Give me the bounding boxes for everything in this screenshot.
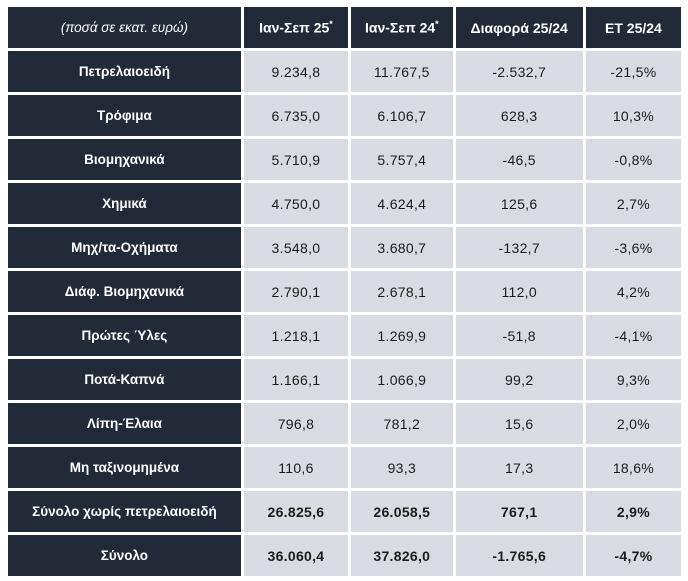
value-cell: 9,3% [585,359,681,400]
column-header: Ιαν-Σεπ 24* [351,7,453,48]
value-cell: 2.790,1 [243,271,349,312]
value-cell: 2.678,1 [351,271,453,312]
value-cell: 1.218,1 [243,315,349,356]
value-cell: 1.166,1 [243,359,349,400]
value-cell: 781,2 [351,403,453,444]
value-cell: 37.826,0 [351,535,453,576]
value-cell: 1.269,9 [351,315,453,356]
row-label: Τρόφιμα [8,95,241,136]
value-cell: 2,0% [585,403,681,444]
table-row: Διάφ. Βιομηχανικά 2.790,1 2.678,1 112,0 4,2% [8,271,681,312]
row-label: Χημικά [8,183,241,224]
value-cell: 110,6 [243,447,349,488]
value-cell: 125,6 [455,183,583,224]
value-cell: 17,3 [455,447,583,488]
table-row: Βιομηχανικά 5.710,9 5.757,4 -46,5 -0,8% [8,139,681,180]
value-cell: 2,7% [585,183,681,224]
value-cell: 93,3 [351,447,453,488]
value-cell: 15,6 [455,403,583,444]
value-cell: -0,8% [585,139,681,180]
row-label: Λίπη-Έλαια [8,403,241,444]
value-cell: 6.735,0 [243,95,349,136]
value-cell: 796,8 [243,403,349,444]
value-cell: 10,3% [585,95,681,136]
value-cell: 26.825,6 [243,491,349,532]
value-cell: -1.765,6 [455,535,583,576]
table-row: Χημικά 4.750,0 4.624,4 125,6 2,7% [8,183,681,224]
value-cell: 18,6% [585,447,681,488]
unit-note-label: (ποσά σε εκατ. ευρώ) [8,7,241,48]
header-row: (ποσά σε εκατ. ευρώ) Ιαν-Σεπ 25* Ιαν-Σεπ … [8,7,681,48]
value-cell: -46,5 [455,139,583,180]
value-cell: 4.750,0 [243,183,349,224]
column-header: Ιαν-Σεπ 25* [243,7,349,48]
column-header: ΕΤ 25/24 [585,7,681,48]
row-label: Πετρελαιοειδή [8,51,241,92]
row-label: Ποτά-Καπνά [8,359,241,400]
value-cell: 9.234,8 [243,51,349,92]
row-label: Πρώτες Ύλες [8,315,241,356]
value-cell: 11.767,5 [351,51,453,92]
table-row: Τρόφιμα 6.735,0 6.106,7 628,3 10,3% [8,95,681,136]
column-header: Διαφορά 25/24 [455,7,583,48]
value-cell: 5.710,9 [243,139,349,180]
value-cell: 26.058,5 [351,491,453,532]
value-cell: 5.757,4 [351,139,453,180]
row-label: Διάφ. Βιομηχανικά [8,271,241,312]
value-cell: -3,6% [585,227,681,268]
row-label: Σύνολο [8,535,241,576]
value-cell: 1.066,9 [351,359,453,400]
table-row: Πρώτες Ύλες 1.218,1 1.269,9 -51,8 -4,1% [8,315,681,356]
value-cell: 2,9% [585,491,681,532]
value-cell: 4,2% [585,271,681,312]
summary-row: Σύνολο χωρίς πετρελαιοειδή 26.825,6 26.058… [8,491,681,532]
value-cell: -2.532,7 [455,51,583,92]
value-cell: -51,8 [455,315,583,356]
row-label: Μη ταξινομημένα [8,447,241,488]
value-cell: 36.060,4 [243,535,349,576]
table-header: (ποσά σε εκατ. ευρώ) Ιαν-Σεπ 25* Ιαν-Σεπ … [8,7,681,48]
value-cell: -21,5% [585,51,681,92]
table-row: Μηχ/τα-Οχήματα 3.548,0 3.680,7 -132,7 -3,6% [8,227,681,268]
value-cell: 112,0 [455,271,583,312]
value-cell: 3.680,7 [351,227,453,268]
value-cell: 99,2 [455,359,583,400]
value-cell: -132,7 [455,227,583,268]
table-body: Πετρελαιοειδή 9.234,8 11.767,5 -2.532,7 -21,… [8,51,681,576]
value-cell: 6.106,7 [351,95,453,136]
table-row: Μη ταξινομημένα 110,6 93,3 17,3 18,6% [8,447,681,488]
value-cell: 628,3 [455,95,583,136]
summary-row: Σύνολο 36.060,4 37.826,0 -1.765,6 -4,7% [8,535,681,576]
table-row: Πετρελαιοειδή 9.234,8 11.767,5 -2.532,7 -21,… [8,51,681,92]
value-cell: -4,7% [585,535,681,576]
value-cell: 4.624,4 [351,183,453,224]
exports-data-table: (ποσά σε εκατ. ευρώ) Ιαν-Σεπ 25* Ιαν-Σεπ … [5,4,684,579]
value-cell: -4,1% [585,315,681,356]
row-label: Σύνολο χωρίς πετρελαιοειδή [8,491,241,532]
table-row: Λίπη-Έλαια 796,8 781,2 15,6 2,0% [8,403,681,444]
value-cell: 3.548,0 [243,227,349,268]
row-label: Βιομηχανικά [8,139,241,180]
row-label: Μηχ/τα-Οχήματα [8,227,241,268]
value-cell: 767,1 [455,491,583,532]
table-row: Ποτά-Καπνά 1.166,1 1.066,9 99,2 9,3% [8,359,681,400]
